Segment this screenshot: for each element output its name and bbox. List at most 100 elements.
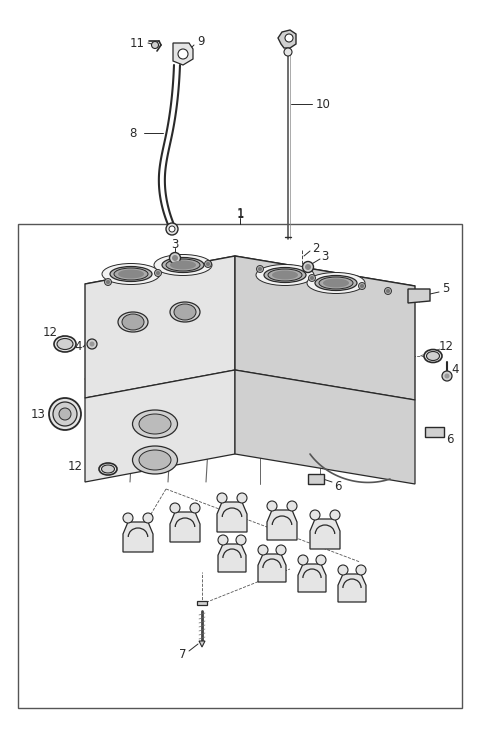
Polygon shape (217, 502, 247, 532)
Circle shape (359, 283, 365, 289)
Text: 3: 3 (321, 249, 329, 263)
Circle shape (87, 339, 97, 349)
Text: 12: 12 (439, 339, 454, 353)
Circle shape (384, 287, 392, 295)
Circle shape (166, 223, 178, 235)
Circle shape (218, 535, 228, 545)
Polygon shape (235, 370, 415, 484)
Polygon shape (298, 564, 326, 592)
Circle shape (258, 267, 262, 271)
Polygon shape (199, 641, 205, 647)
Polygon shape (170, 512, 200, 542)
Polygon shape (123, 522, 153, 552)
Polygon shape (338, 574, 366, 602)
Circle shape (386, 289, 390, 293)
Polygon shape (197, 601, 207, 605)
Ellipse shape (154, 254, 212, 275)
Ellipse shape (132, 446, 178, 474)
Ellipse shape (54, 336, 76, 352)
Ellipse shape (170, 260, 196, 269)
Circle shape (156, 271, 160, 275)
Circle shape (258, 545, 268, 555)
Text: 8: 8 (130, 126, 137, 140)
Circle shape (310, 276, 314, 280)
Text: 10: 10 (315, 97, 330, 111)
Text: 6: 6 (446, 432, 454, 446)
Circle shape (305, 264, 311, 270)
Circle shape (298, 555, 308, 565)
Polygon shape (173, 43, 193, 65)
Polygon shape (310, 519, 340, 549)
Ellipse shape (114, 268, 148, 280)
Circle shape (360, 284, 364, 288)
Text: 7: 7 (179, 647, 187, 661)
Circle shape (59, 408, 71, 420)
Text: 6: 6 (334, 479, 342, 493)
Polygon shape (258, 554, 286, 582)
Circle shape (285, 34, 293, 42)
Ellipse shape (268, 269, 302, 281)
Ellipse shape (102, 263, 160, 284)
Polygon shape (267, 510, 297, 540)
Text: 9: 9 (197, 34, 205, 48)
Text: 4: 4 (451, 362, 459, 376)
Circle shape (105, 278, 111, 286)
Circle shape (169, 252, 180, 263)
Circle shape (143, 513, 153, 523)
Polygon shape (85, 256, 415, 312)
Ellipse shape (272, 271, 298, 280)
Polygon shape (85, 256, 235, 398)
Ellipse shape (139, 450, 171, 470)
Text: 5: 5 (442, 281, 450, 295)
Circle shape (53, 402, 77, 426)
Ellipse shape (99, 463, 117, 475)
Circle shape (178, 49, 188, 59)
Circle shape (284, 48, 292, 56)
Polygon shape (85, 370, 235, 482)
Circle shape (237, 493, 247, 503)
Circle shape (152, 42, 158, 48)
Circle shape (287, 501, 297, 511)
Polygon shape (425, 427, 444, 437)
Circle shape (123, 513, 133, 523)
Ellipse shape (101, 465, 115, 473)
Polygon shape (408, 289, 430, 303)
Circle shape (106, 280, 110, 284)
Text: 2: 2 (312, 242, 320, 254)
Text: 3: 3 (171, 237, 179, 251)
Polygon shape (308, 474, 324, 484)
Ellipse shape (264, 268, 306, 283)
Polygon shape (18, 224, 462, 708)
Ellipse shape (139, 414, 171, 434)
Circle shape (155, 269, 161, 277)
Ellipse shape (256, 265, 314, 286)
Ellipse shape (323, 278, 349, 287)
Ellipse shape (315, 275, 357, 290)
Circle shape (310, 510, 320, 520)
Circle shape (190, 503, 200, 513)
Text: 12: 12 (43, 326, 58, 339)
Ellipse shape (166, 259, 200, 271)
Circle shape (169, 226, 175, 232)
Circle shape (172, 255, 178, 261)
Circle shape (444, 373, 449, 379)
Circle shape (309, 275, 315, 281)
Text: 12: 12 (68, 460, 83, 472)
Ellipse shape (118, 312, 148, 332)
Ellipse shape (162, 257, 204, 272)
Circle shape (236, 535, 246, 545)
Circle shape (89, 341, 95, 347)
Ellipse shape (170, 302, 200, 322)
Circle shape (206, 262, 210, 266)
Circle shape (276, 545, 286, 555)
Ellipse shape (132, 410, 178, 438)
Ellipse shape (174, 304, 196, 320)
Polygon shape (278, 30, 296, 48)
Circle shape (356, 565, 366, 575)
Ellipse shape (122, 314, 144, 330)
Text: 11: 11 (130, 36, 144, 50)
Circle shape (302, 261, 313, 272)
Text: 13: 13 (31, 408, 46, 420)
Circle shape (267, 501, 277, 511)
Ellipse shape (307, 272, 365, 293)
